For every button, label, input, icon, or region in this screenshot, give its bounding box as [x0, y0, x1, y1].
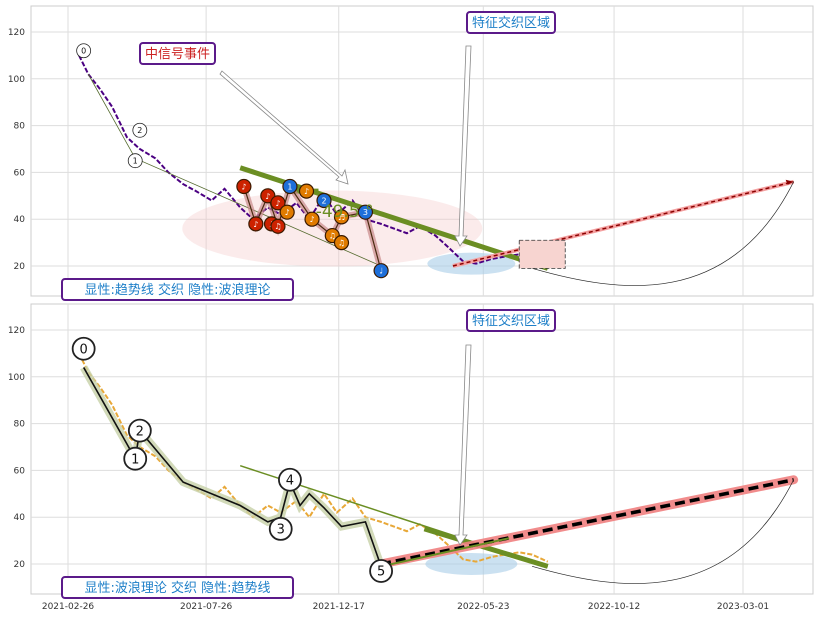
projection-line [380, 478, 794, 566]
curved-arrow [532, 181, 794, 286]
y-tick-label: 20 [14, 560, 26, 570]
x-tick-label: 2021-12-17 [313, 602, 365, 612]
event-arrow [219, 70, 349, 185]
event-marker-glyph: ♪ [275, 199, 280, 208]
target-box [518, 239, 566, 269]
wave-label-circle [278, 467, 302, 492]
event-marker [279, 204, 295, 220]
event-marker-glyph: 3 [363, 208, 368, 217]
zone-arrow [454, 45, 472, 247]
zone-box-label-box [466, 11, 556, 34]
y-tick-label: 40 [14, 215, 26, 225]
wave-label-circle [123, 446, 148, 471]
event-marker [333, 235, 350, 251]
event-marker-glyph: ♫ [338, 239, 345, 248]
y-tick-label: 20 [14, 262, 26, 272]
wave-label: 0 [81, 47, 86, 56]
event-marker-glyph: 2 [321, 196, 326, 205]
trendline-thick [423, 526, 549, 569]
event-marker-glyph: ♩ [379, 267, 383, 276]
intersection-zone [425, 553, 518, 575]
angle-label: -49.5 ° [316, 202, 374, 222]
event-marker [270, 218, 286, 234]
y-tick-label: 100 [8, 75, 25, 85]
projection-start-segment [380, 537, 510, 568]
wave-label: 1 [133, 157, 138, 166]
x-tick-label: 2021-07-26 [180, 602, 233, 612]
event-marker [248, 216, 264, 232]
wave-label: 2 [137, 126, 142, 135]
x-axis-ticks: 2021-02-26 2021-07-26 2021-12-17 2022-05-23… [42, 602, 769, 612]
event-marker [357, 204, 374, 220]
wave-label: 5 [377, 565, 385, 580]
event-marker-glyph: ♪ [309, 215, 314, 224]
y-tick-label: 100 [8, 373, 25, 383]
wave-label-circle [369, 559, 393, 583]
event-box-label: 中信号事件 [145, 47, 210, 62]
event-marker [236, 178, 252, 195]
wave-label-circle [127, 418, 152, 443]
event-marker-glyph: ♪ [285, 208, 290, 217]
wave-label: 3 [277, 523, 285, 538]
event-marker [270, 195, 286, 211]
y-tick-label: 120 [8, 28, 25, 38]
curved-arrow [532, 479, 794, 584]
panel-caption: 显性:波浪理论 交织 隐性:趋势线 [84, 580, 270, 596]
y-tick-label: 40 [14, 513, 26, 523]
y-tick-label: 60 [14, 168, 26, 178]
event-marker [298, 183, 315, 199]
event-box-label-box [139, 42, 216, 65]
x-tick-label: 2022-10-12 [588, 602, 640, 612]
wave-label-circle [127, 153, 143, 169]
y-tick-label: 80 [14, 122, 26, 132]
panel-caption-box [61, 278, 294, 301]
event-marker [316, 192, 332, 209]
event-marker [373, 263, 389, 279]
wave-label: 2 [136, 424, 144, 439]
wave-path [243, 185, 382, 271]
wave-label-circle [132, 122, 148, 138]
event-marker-glyph: ♬ [338, 213, 345, 222]
event-marker-glyph: ♪ [241, 182, 246, 191]
zone-box-label: 特征交织区域 [472, 15, 550, 31]
projection-arrowhead [785, 179, 794, 185]
panel-caption: 显性:趋势线 交织 隐性:波浪理论 [84, 282, 270, 298]
zone-box-label-box [466, 309, 556, 332]
y-tick-label: 80 [14, 420, 26, 430]
price-line [78, 352, 549, 563]
wave-label-circle [268, 517, 293, 541]
projection-line [452, 181, 794, 267]
wave-label-circle [76, 43, 92, 59]
panel-caption-box [61, 576, 294, 599]
x-tick-label: 2021-02-26 [42, 602, 95, 612]
event-marker [282, 178, 298, 195]
wave-label: 4 [286, 473, 294, 488]
zone-arrow [454, 344, 472, 546]
event-marker-glyph: ♪ [265, 192, 270, 201]
zone-box-label: 特征交织区域 [472, 313, 550, 329]
wave-label: 1 [131, 452, 139, 467]
wave-label: 0 [80, 342, 88, 357]
plot-frame [30, 303, 814, 595]
event-marker [333, 209, 350, 225]
event-marker-glyph: ♫ [329, 232, 336, 241]
event-marker-glyph: ♪ [304, 187, 309, 196]
event-marker-glyph: 1 [287, 182, 292, 191]
event-marker [304, 211, 320, 227]
x-tick-label: 2023-03-01 [717, 602, 769, 612]
event-marker-glyph: ♪ [253, 220, 258, 229]
wave-label-circle [71, 336, 96, 361]
y-tick-label: 60 [14, 466, 26, 476]
x-tick-label: 2022-05-23 [457, 602, 509, 612]
event-marker-glyph: ♫ [274, 222, 281, 231]
y-tick-label: 120 [8, 326, 25, 336]
